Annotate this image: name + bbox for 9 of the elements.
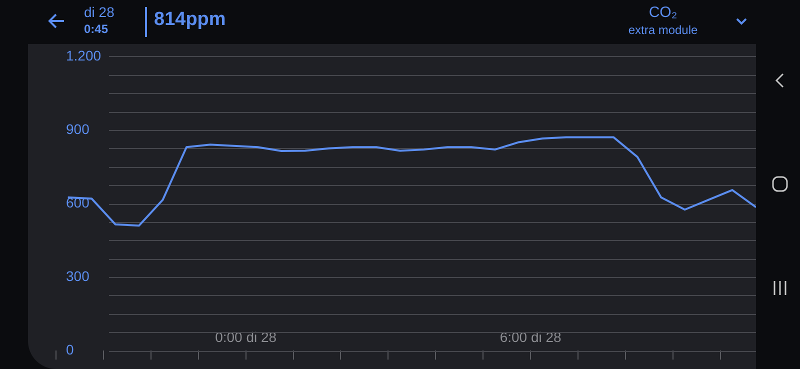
chart-subtitle: extra module [627, 23, 699, 37]
y-tick-label: 0 [66, 341, 74, 358]
chart-title: CO₂ [648, 4, 678, 21]
text: di 28 [84, 4, 114, 20]
text: 814ppm [154, 9, 226, 31]
y-tick-label: 1.200 [66, 47, 102, 64]
y-tick-label: 900 [66, 120, 90, 137]
y-tick-label: 300 [66, 268, 90, 284]
text: 0:45 [84, 22, 108, 36]
